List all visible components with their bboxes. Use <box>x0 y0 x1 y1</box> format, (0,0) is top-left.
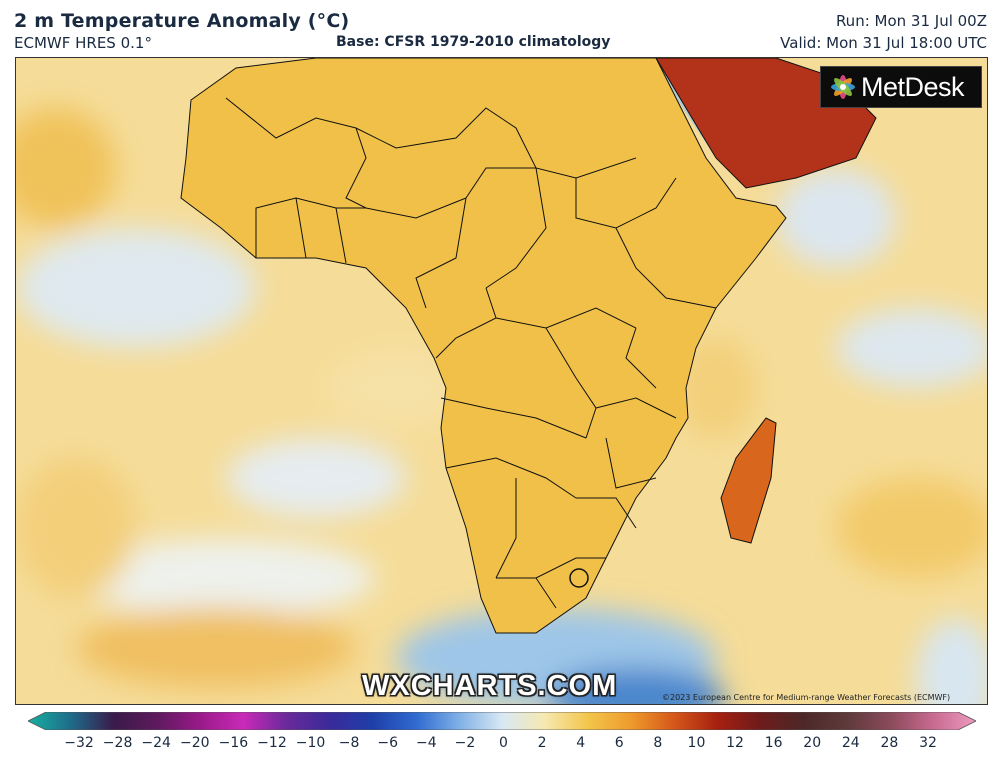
colorbar-tick-label: 6 <box>614 735 624 751</box>
watermark: WXCHARTS.COM <box>362 670 618 702</box>
logo-text: MetDesk <box>861 72 965 102</box>
colorbar-tick-label: 32 <box>919 735 937 751</box>
colorbar <box>28 712 976 730</box>
ocean-anomaly-patches <box>16 108 987 704</box>
model-label: ECMWF HRES 0.1° <box>14 34 152 52</box>
lesotho-outline <box>569 568 589 588</box>
colorbar-tick-label: −24 <box>141 735 171 751</box>
colorbar-tick-label: −8 <box>338 735 360 751</box>
copyright-notice: ©2023 European Centre for Medium-range W… <box>662 693 951 702</box>
colorbar-tick-label: −4 <box>415 735 437 751</box>
colorbar-tick-label: 2 <box>537 735 547 751</box>
madagascar <box>721 418 776 543</box>
chart-title: 2 m Temperature Anomaly (°C) <box>14 10 350 32</box>
colorbar-tick-label: −32 <box>64 735 94 751</box>
metdesk-logo[interactable]: MetDesk <box>820 66 982 108</box>
colorbar-tick-label: 8 <box>653 735 663 751</box>
colorbar-tick-label: 20 <box>803 735 822 751</box>
colorbar-tick-label: 0 <box>499 735 508 751</box>
colorbar-tick-label: −20 <box>179 735 210 751</box>
colorbar-tick-label: −16 <box>218 735 249 751</box>
colorbar-ticks: −32 −28 −24 −20 −16 −12 −10 −8 −6 −4 −2 0 2 4 6 8 10 12 16… <box>0 735 1003 755</box>
colorbar-tick-label: −6 <box>377 735 399 751</box>
metdesk-flower-icon <box>831 75 855 99</box>
colorbar-tick-label: −12 <box>257 735 287 751</box>
colorbar-tick-label: 28 <box>880 735 899 751</box>
colorbar-tick-label: −28 <box>102 735 133 751</box>
colorbar-tick-label: −2 <box>454 735 476 751</box>
colorbar-tick-label: 12 <box>726 735 744 751</box>
header: 2 m Temperature Anomaly (°C) ECMWF HRES … <box>0 0 1003 56</box>
colorbar-tick-label: 24 <box>841 735 860 751</box>
colorbar-tick-label: 10 <box>687 735 706 751</box>
country-borders <box>180 58 877 634</box>
colorbar-strip <box>28 712 976 730</box>
valid-time-label: Valid: Mon 31 Jul 18:00 UTC <box>780 34 987 52</box>
anomaly-map[interactable] <box>15 57 988 705</box>
colorbar-tick-label: 16 <box>764 735 783 751</box>
colorbar-tick-label: −10 <box>295 735 326 751</box>
colorbar-tick-label: 4 <box>576 735 586 751</box>
base-climatology-label: Base: CFSR 1979-2010 climatology <box>336 34 611 50</box>
run-time-label: Run: Mon 31 Jul 00Z <box>835 12 987 30</box>
map-canvas <box>16 58 987 704</box>
